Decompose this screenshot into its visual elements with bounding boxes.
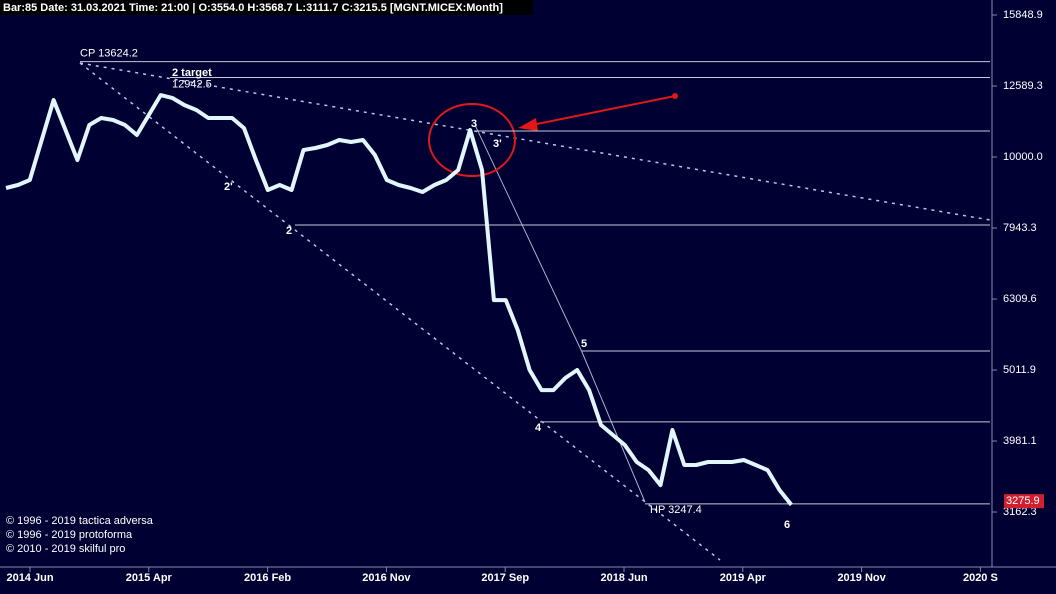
x-tick-label: 2016 Nov bbox=[362, 572, 411, 584]
level-label: 12942.5 bbox=[172, 78, 212, 90]
header: Bar:85 Date: 31.03.2021 Time: 21:00 | O:… bbox=[3, 2, 503, 14]
trend-line bbox=[79, 62, 991, 221]
wave-label: 3' bbox=[493, 138, 502, 150]
y-tick-label: 7943.3 bbox=[1003, 222, 1037, 234]
arrow-head bbox=[518, 118, 538, 131]
y-tick-label: 12589.3 bbox=[1003, 80, 1043, 92]
wave-label: 2 bbox=[286, 225, 292, 237]
x-tick-label: 2017 Sep bbox=[481, 572, 529, 584]
wave-label: 2 target bbox=[172, 67, 212, 79]
last-price-label: 3275.9 bbox=[1006, 495, 1040, 507]
arrow-tail bbox=[672, 93, 678, 99]
wave-label: 5 bbox=[581, 338, 587, 350]
wave-label: 2' bbox=[224, 181, 233, 193]
copyright: © 1996 - 2019 protoforma bbox=[6, 529, 133, 541]
x-tick-label: 2016 Feb bbox=[244, 572, 291, 584]
wave-label: 3 bbox=[471, 118, 477, 130]
y-tick-label: 5011.9 bbox=[1003, 364, 1036, 376]
highlight-circle bbox=[428, 103, 516, 177]
y-tick-label: 6309.6 bbox=[1003, 293, 1037, 305]
y-tick-label: 3162.3 bbox=[1003, 506, 1037, 518]
price-line bbox=[5, 93, 793, 507]
y-tick-label: 10000.0 bbox=[1003, 151, 1043, 163]
level-label: CP 13624.2 bbox=[80, 48, 138, 60]
copyright: © 2010 - 2019 skilful pro bbox=[6, 543, 125, 555]
x-tick-label: 2019 Apr bbox=[720, 572, 767, 584]
x-tick-label: 2018 Jun bbox=[600, 572, 647, 584]
x-tick-label: 2019 Nov bbox=[837, 572, 886, 584]
x-tick-label: 2020 S bbox=[963, 572, 998, 584]
last-price-tag bbox=[1004, 494, 1044, 509]
x-tick-label: 2014 Jun bbox=[6, 572, 53, 584]
arrow-shaft bbox=[531, 95, 676, 126]
level-label: HP 3247.4 bbox=[650, 504, 702, 516]
y-tick-label: 15848.9 bbox=[1003, 9, 1043, 21]
header-bar bbox=[0, 0, 533, 15]
wave-label: 6 bbox=[784, 519, 790, 531]
wave-line bbox=[474, 124, 646, 503]
wave-label: 4 bbox=[535, 422, 542, 434]
y-tick-label: 3981.1 bbox=[1003, 435, 1037, 447]
x-tick-label: 2015 Apr bbox=[126, 572, 173, 584]
copyright: © 1996 - 2019 tactica adversa bbox=[6, 515, 154, 527]
